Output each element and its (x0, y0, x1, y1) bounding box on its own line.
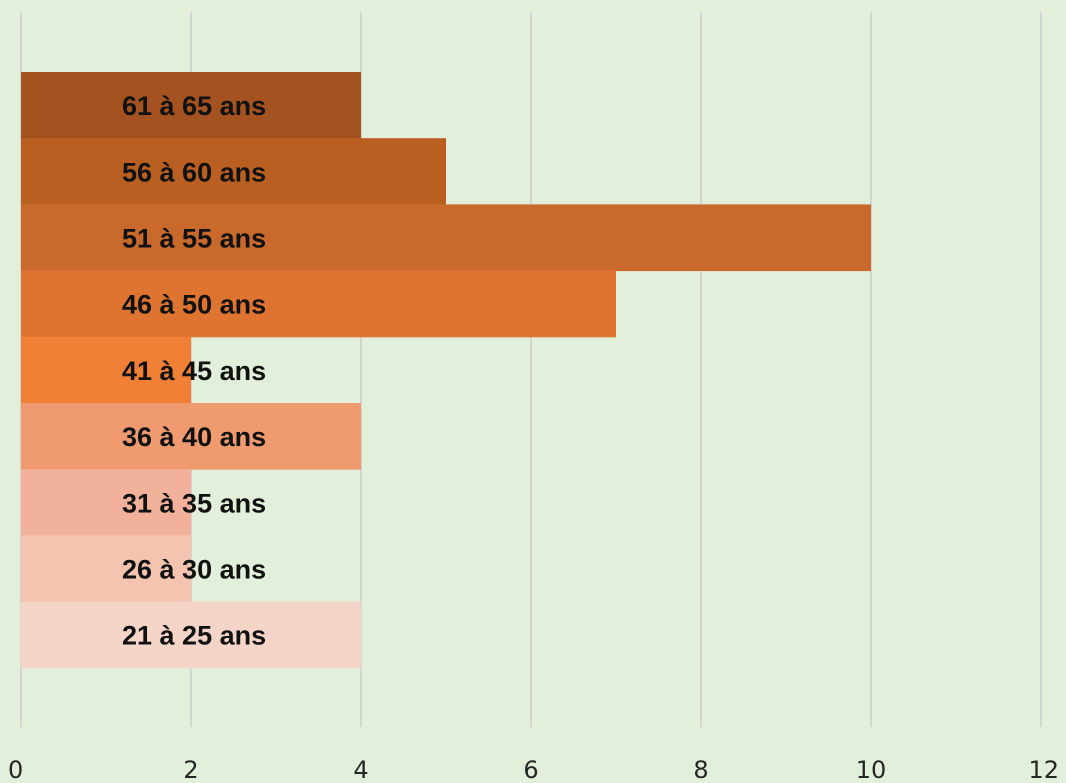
bar-label-1: 61 à 65 ans (122, 91, 266, 121)
bar-label-3: 51 à 55 ans (122, 224, 266, 254)
bar-label-4: 46 à 50 ans (122, 290, 266, 320)
bar-3 (21, 204, 871, 272)
x-tick-label-6: 6 (523, 756, 538, 783)
bar-labels: 61 à 65 ans 56 à 60 ans 51 à 55 ans 46 à 50… (122, 91, 266, 651)
x-tick-label-2: 2 (183, 756, 198, 783)
bar-2 (21, 138, 446, 205)
x-tick-label-8: 8 (693, 756, 708, 783)
x-tick-label-10: 10 (856, 756, 887, 783)
bar-9 (21, 601, 361, 669)
bar-label-7: 31 à 35 ans (122, 488, 266, 518)
bar-label-9: 21 à 25 ans (122, 621, 266, 651)
bar-label-5: 41 à 45 ans (122, 356, 266, 386)
bars (21, 72, 871, 669)
x-tick-label-4: 4 (353, 756, 368, 783)
x-tick-label-0: 0 (8, 756, 23, 783)
bar-label-6: 36 à 40 ans (122, 422, 266, 452)
bar-8 (21, 535, 191, 603)
bar-1 (21, 72, 361, 139)
x-tick-label-12: 12 (1028, 756, 1059, 783)
bar-4 (21, 270, 616, 338)
bar-5 (21, 336, 191, 404)
bar-7 (21, 469, 191, 536)
bar-label-8: 26 à 30 ans (122, 555, 266, 585)
bar-label-2: 56 à 60 ans (122, 157, 266, 187)
x-axis-tick-labels: 0 2 4 6 8 10 12 (8, 756, 1059, 783)
bar-6 (21, 403, 361, 470)
